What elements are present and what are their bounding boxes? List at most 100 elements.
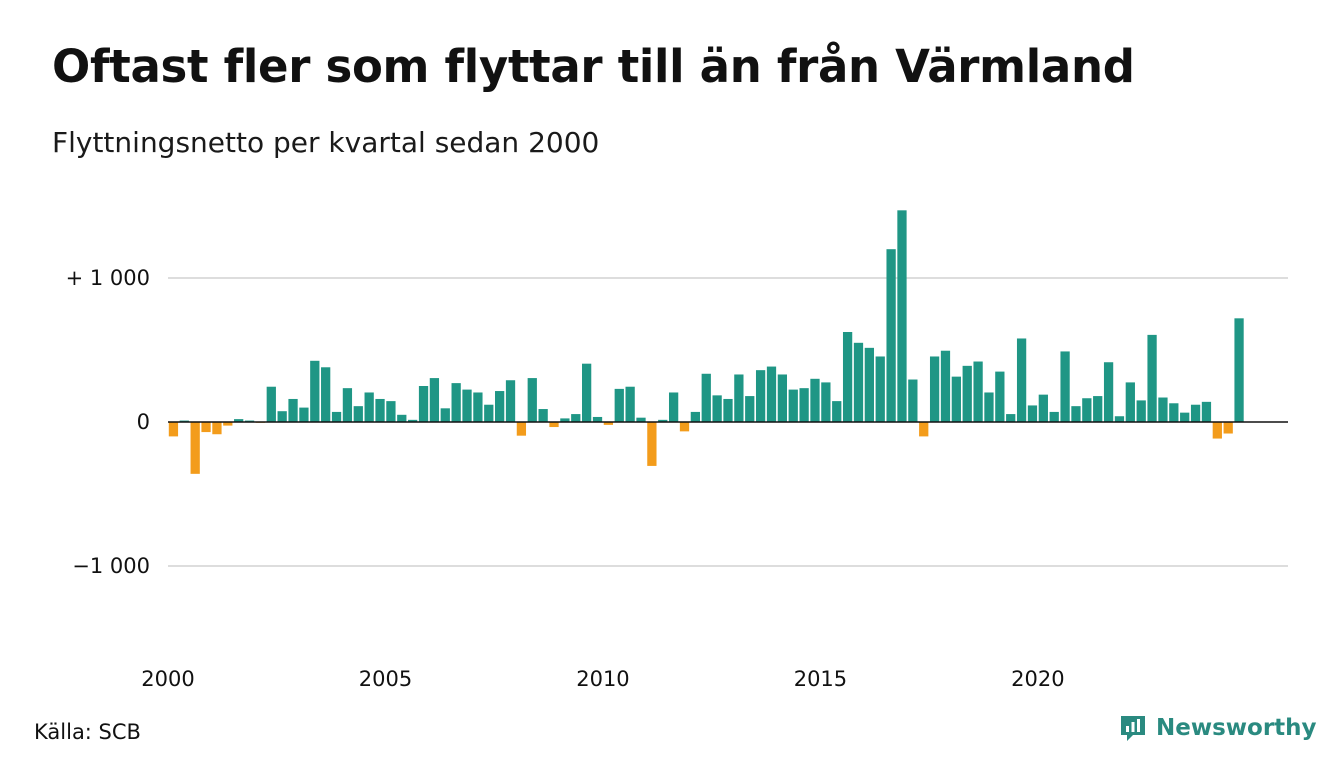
bar xyxy=(723,398,733,422)
bar xyxy=(538,409,548,422)
bar xyxy=(234,419,244,422)
bar xyxy=(375,398,385,422)
bar xyxy=(875,356,885,422)
bar xyxy=(658,419,668,422)
y-axis-labels: + 1 000 0 −1 000 xyxy=(66,266,150,578)
bar xyxy=(321,367,331,422)
bar xyxy=(908,379,918,422)
y-tick-label: −1 000 xyxy=(72,554,150,578)
bar xyxy=(353,406,363,422)
bar xyxy=(603,422,614,425)
bar xyxy=(429,378,440,422)
bar xyxy=(973,361,983,422)
bar xyxy=(571,414,581,422)
bar xyxy=(418,386,429,422)
bar xyxy=(995,371,1005,422)
bar xyxy=(886,249,896,422)
bar xyxy=(1158,397,1168,422)
bar xyxy=(1071,406,1081,422)
bar xyxy=(223,422,233,426)
bar xyxy=(1201,401,1212,422)
bar xyxy=(386,401,396,422)
bar xyxy=(582,363,592,422)
bar xyxy=(636,417,646,422)
newsworthy-logo-icon xyxy=(1121,716,1145,741)
bar xyxy=(864,347,874,422)
bar xyxy=(495,391,505,422)
bar xyxy=(929,356,940,422)
source-note: Källa: SCB xyxy=(34,720,141,744)
bar xyxy=(679,422,690,432)
x-tick-label: 2015 xyxy=(794,667,847,691)
chart-title: Oftast fler som flyttar till än från Vär… xyxy=(52,40,1135,93)
bar xyxy=(1049,411,1059,422)
bar xyxy=(1223,422,1233,434)
bar xyxy=(712,395,722,422)
bar xyxy=(690,411,701,422)
bar xyxy=(451,383,461,422)
bar xyxy=(1082,398,1092,422)
bar xyxy=(1234,318,1244,422)
bar xyxy=(766,366,777,422)
bar xyxy=(408,419,418,422)
bar xyxy=(777,374,787,422)
x-axis-labels: 2000 2005 2010 2015 2020 xyxy=(141,667,1064,691)
bar xyxy=(310,360,320,422)
bar xyxy=(853,342,864,422)
bar xyxy=(668,392,679,422)
y-tick-label: 0 xyxy=(137,410,150,434)
bar xyxy=(734,374,744,422)
bar xyxy=(788,389,798,422)
bar xyxy=(1060,351,1070,422)
bar xyxy=(484,404,494,422)
bar xyxy=(560,418,570,422)
bar xyxy=(1103,362,1114,422)
bar xyxy=(473,392,483,422)
bar xyxy=(897,210,907,422)
bar xyxy=(1093,396,1103,422)
bar xyxy=(277,411,287,422)
bar xyxy=(1190,404,1201,422)
bar xyxy=(331,411,342,422)
bar xyxy=(701,373,711,422)
bar xyxy=(1147,334,1157,422)
bar xyxy=(266,386,276,422)
x-tick-label: 2010 xyxy=(576,667,629,691)
bar xyxy=(201,422,211,433)
bar xyxy=(190,422,200,474)
x-tick-label: 2005 xyxy=(359,667,412,691)
bar xyxy=(212,422,222,435)
bar xyxy=(951,376,961,422)
bar xyxy=(462,389,472,422)
bar xyxy=(940,350,951,422)
gridlines xyxy=(168,277,1288,567)
bar xyxy=(364,392,374,422)
chart-subtitle: Flyttningsnetto per kvartal sedan 2000 xyxy=(52,126,600,159)
bar xyxy=(516,422,527,436)
bar xyxy=(168,422,179,437)
bar xyxy=(821,382,831,422)
bar xyxy=(755,370,766,422)
x-tick-label: 2000 xyxy=(141,667,194,691)
bar xyxy=(842,332,853,422)
bar xyxy=(1125,382,1135,422)
bar xyxy=(397,414,407,422)
bar xyxy=(1212,422,1222,439)
bar xyxy=(1114,416,1125,422)
bar xyxy=(625,386,635,422)
bar xyxy=(440,408,450,422)
bar xyxy=(799,388,809,422)
bar xyxy=(299,407,309,422)
brand-logo: Newsworthy xyxy=(1118,713,1317,743)
bar xyxy=(1038,394,1048,422)
bar xyxy=(549,422,559,428)
bars xyxy=(168,210,1244,474)
brand-name: Newsworthy xyxy=(1156,715,1317,741)
bar xyxy=(527,378,537,422)
bar xyxy=(832,401,842,422)
bar xyxy=(1027,405,1038,422)
bar xyxy=(288,398,298,422)
bar xyxy=(1016,338,1027,422)
bar xyxy=(647,422,657,466)
